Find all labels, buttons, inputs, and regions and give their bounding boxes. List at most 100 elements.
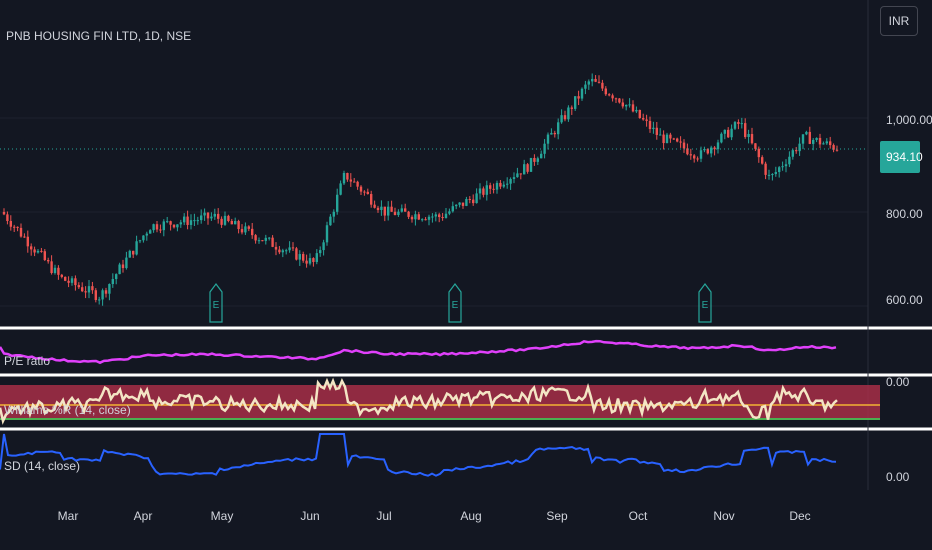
candle-body xyxy=(244,226,247,233)
candle-body xyxy=(13,226,16,228)
price-tick-600: 600.00 xyxy=(886,293,923,307)
candle-body xyxy=(67,280,70,283)
sd-label: SD (14, close) xyxy=(4,459,80,473)
currency-button[interactable]: INR xyxy=(880,6,918,36)
candle-body xyxy=(169,221,172,225)
candle-body xyxy=(720,133,723,143)
candle-body xyxy=(50,261,53,274)
time-label: Dec xyxy=(789,509,810,523)
earnings-marker[interactable] xyxy=(448,283,462,323)
candle-body xyxy=(757,148,760,158)
candle-body xyxy=(23,236,26,238)
price-tick-800: 800.00 xyxy=(886,207,923,221)
candle-body xyxy=(465,198,468,206)
candle-body xyxy=(278,249,281,253)
candle-body xyxy=(791,150,794,157)
candle-body xyxy=(567,107,570,120)
candle-body xyxy=(206,212,210,219)
candle-body xyxy=(703,149,706,151)
time-label: Mar xyxy=(58,509,79,523)
candle-body xyxy=(407,211,410,217)
candle-body xyxy=(662,134,665,144)
earnings-marker[interactable] xyxy=(698,283,712,323)
candle-body xyxy=(254,235,257,241)
candle-body xyxy=(546,134,550,144)
candle-body xyxy=(825,141,828,144)
candle-body xyxy=(91,286,94,291)
candle-body xyxy=(563,115,567,120)
candle-body xyxy=(298,254,301,260)
time-label: Oct xyxy=(629,509,648,523)
candle-body xyxy=(665,134,669,144)
candle-body xyxy=(404,208,407,212)
candle-body xyxy=(822,143,825,145)
candle-body xyxy=(53,267,57,274)
candle-body xyxy=(47,260,50,262)
candle-body xyxy=(618,98,621,103)
earnings-marker[interactable] xyxy=(209,283,223,323)
candle-body xyxy=(77,285,80,288)
candle-body xyxy=(730,128,733,138)
candle-body xyxy=(26,236,29,247)
candle-body xyxy=(788,156,791,165)
candle-body xyxy=(475,193,478,204)
candle-body xyxy=(597,81,601,83)
candle-body xyxy=(716,142,720,150)
candle-body xyxy=(189,220,193,225)
candle-body xyxy=(421,219,424,221)
candle-body xyxy=(400,208,403,212)
candle-body xyxy=(128,250,131,258)
candle-body xyxy=(461,202,465,206)
candle-body xyxy=(363,191,366,193)
candle-body xyxy=(176,224,179,228)
candle-body xyxy=(621,102,624,107)
candle-body xyxy=(713,147,716,150)
price-axis[interactable]: 1,000.00 800.00 600.00 934.10 0.00 0.00 xyxy=(880,113,932,484)
candle-body xyxy=(261,240,264,242)
candle-body xyxy=(495,182,499,190)
candle-body xyxy=(84,291,87,293)
pe-ratio-pane xyxy=(0,339,837,365)
candle-body xyxy=(251,228,254,236)
candle-body xyxy=(353,181,356,183)
price-gridlines xyxy=(0,117,868,307)
candle-body xyxy=(431,216,434,218)
candle-body xyxy=(104,290,108,294)
candle-body xyxy=(672,138,675,140)
last-price-label: 934.10 xyxy=(886,150,923,164)
candle-body xyxy=(332,211,335,217)
candle-body xyxy=(594,78,597,82)
candle-body xyxy=(519,173,522,175)
candle-body xyxy=(288,247,291,251)
candle-body xyxy=(723,129,726,134)
williams-r-line xyxy=(0,377,838,425)
candle-body xyxy=(237,221,240,230)
candle-body xyxy=(325,225,329,243)
candle-body xyxy=(686,148,689,155)
candle-body xyxy=(750,134,754,144)
candle-body xyxy=(706,149,709,154)
candle-body xyxy=(693,155,696,159)
candle-body xyxy=(601,82,604,89)
candle-body xyxy=(482,188,485,195)
candle-body xyxy=(812,139,815,144)
time-label: Jun xyxy=(300,509,319,523)
candle-body xyxy=(87,286,91,293)
candle-body xyxy=(135,241,138,255)
candle-body xyxy=(526,164,529,172)
candle-body xyxy=(342,172,346,184)
candle-body xyxy=(417,214,420,220)
candle-body xyxy=(234,221,237,225)
candle-body xyxy=(754,143,757,149)
candle-body xyxy=(414,214,417,220)
candle-body xyxy=(200,215,203,221)
candle-body xyxy=(376,207,380,211)
candle-body xyxy=(815,137,818,140)
candle-body xyxy=(329,216,332,226)
candle-body xyxy=(346,172,349,180)
candle-body xyxy=(560,115,563,123)
candle-body xyxy=(536,158,539,162)
time-axis[interactable]: Mar Apr May Jun Jul Aug Sep Oct Nov Dec xyxy=(58,509,811,523)
